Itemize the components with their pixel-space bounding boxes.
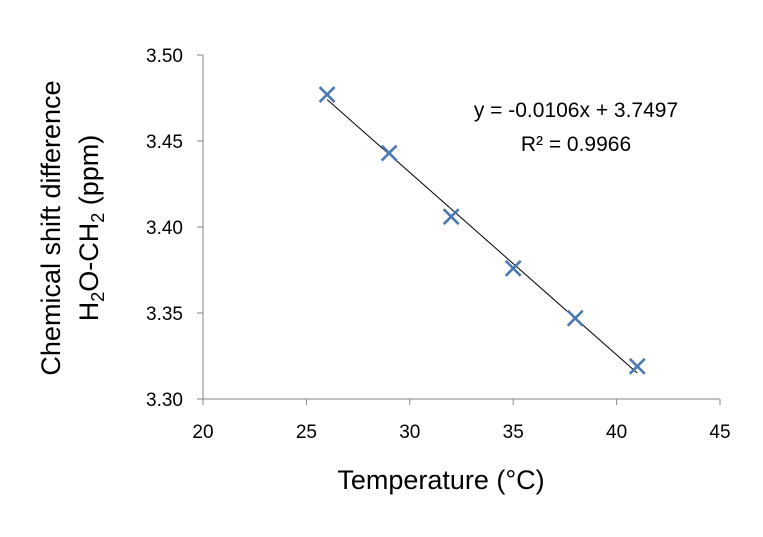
marker-stroke — [628, 357, 646, 375]
trendline — [326, 99, 638, 374]
x-axis-title: Temperature (°C) — [337, 465, 544, 495]
x-tick-label: 25 — [296, 422, 317, 443]
plot-area: 20 25 30 35 40 45 3.30 3.35 3.40 3.45 3.50 — [146, 46, 731, 443]
x-axis-ticks: 20 25 30 35 40 45 — [192, 399, 731, 443]
y-tick-label: 3.45 — [146, 132, 183, 153]
x-tick-label: 40 — [606, 422, 627, 443]
trendline-equation: y = -0.0106x + 3.7497 — [474, 99, 678, 122]
marker-stroke — [318, 86, 336, 103]
marker-stroke — [504, 259, 522, 277]
y-axis-title-line2-group: H2O-CH2 (ppm) — [74, 135, 108, 322]
x-tick-label: 35 — [503, 422, 524, 443]
y-title-text: O-CH — [74, 223, 104, 292]
y-axis-ticks: 3.30 3.35 3.40 3.45 3.50 — [146, 46, 203, 411]
y-axis-title-line1-group: Chemical shift difference — [36, 80, 66, 375]
marker-stroke — [380, 144, 398, 162]
data-points — [318, 86, 646, 375]
y-axis-title-line1: Chemical shift difference — [36, 80, 66, 375]
x-tick-label: 45 — [709, 422, 730, 443]
y-tick-label: 3.40 — [146, 218, 183, 239]
marker-stroke — [442, 208, 460, 226]
x-tick-label: 30 — [399, 422, 420, 443]
y-title-text: H — [74, 302, 104, 322]
data-point-marker — [442, 208, 460, 226]
data-point-marker — [628, 357, 646, 375]
y-tick-label: 3.35 — [146, 304, 183, 325]
y-tick-label: 3.50 — [146, 46, 183, 67]
r-squared-label: R² = 0.9966 — [521, 133, 631, 156]
data-point-marker — [318, 86, 336, 103]
data-point-marker — [380, 144, 398, 162]
y-title-text: (ppm) — [74, 135, 104, 213]
data-point-marker — [504, 259, 522, 277]
subscript: 2 — [88, 292, 108, 302]
trendline-group — [326, 99, 638, 374]
x-tick-label: 20 — [192, 422, 213, 443]
data-point-marker — [566, 309, 584, 327]
marker-stroke — [566, 309, 584, 327]
y-axis-title-line2: H2O-CH2 (ppm) — [74, 135, 108, 322]
y-tick-label: 3.30 — [146, 390, 183, 411]
subscript: 2 — [88, 213, 108, 223]
